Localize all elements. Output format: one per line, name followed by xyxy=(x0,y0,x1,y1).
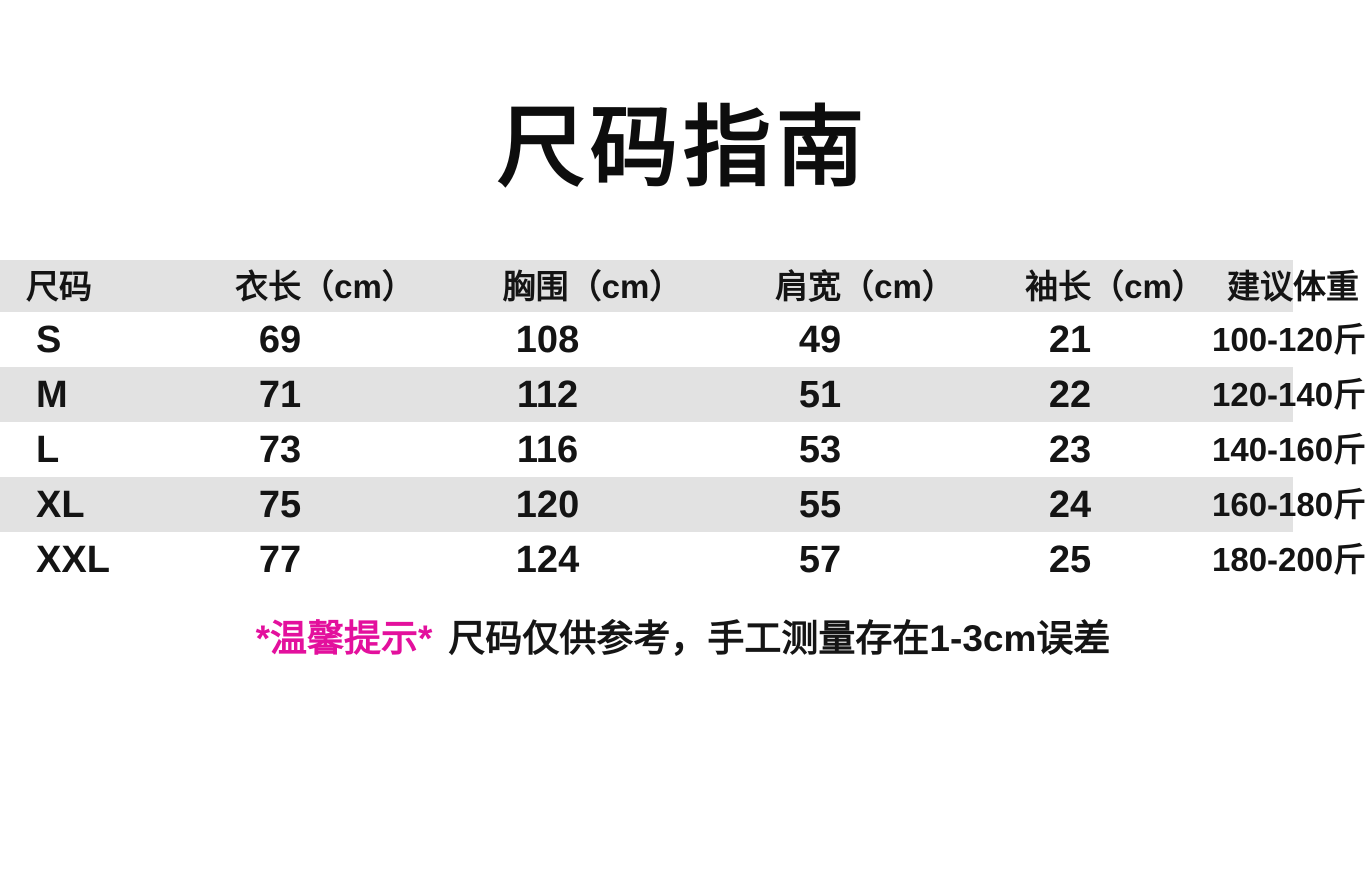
shoulder-cell: 57 xyxy=(798,538,842,581)
footnote-highlight: *温馨提示* xyxy=(255,618,433,659)
size-cell: XL xyxy=(36,483,85,526)
size-guide-page: 尺码指南 尺码 衣长（cm） 胸围（cm） 肩宽（cm） 袖长（cm） 建议体重… xyxy=(0,104,1366,872)
shoulder-cell: 49 xyxy=(798,318,842,361)
length-cell: 71 xyxy=(258,373,302,416)
weight-cell: 140-160斤 xyxy=(1212,431,1366,468)
length-cell: 73 xyxy=(258,428,302,471)
weight-cell: 180-200斤 xyxy=(1212,541,1366,578)
sleeve-cell: 24 xyxy=(1048,483,1092,526)
weight-cell: 120-140斤 xyxy=(1212,376,1366,413)
column-header-length: 衣长（cm） xyxy=(235,267,415,305)
table-row-s: S 69 108 49 21 100-120斤 xyxy=(0,312,1366,367)
size-cell: S xyxy=(36,318,62,361)
chest-cell: 124 xyxy=(515,538,580,581)
chest-cell: 108 xyxy=(515,318,580,361)
chest-cell: 112 xyxy=(516,373,579,416)
weight-cell: 100-120斤 xyxy=(1212,321,1366,358)
size-cell: XXL xyxy=(36,538,110,581)
column-header-size: 尺码 xyxy=(26,267,92,305)
size-cell: L xyxy=(36,428,60,471)
chest-cell: 116 xyxy=(516,428,579,471)
shoulder-cell: 53 xyxy=(798,428,842,471)
table-header-row: 尺码 衣长（cm） 胸围（cm） 肩宽（cm） 袖长（cm） 建议体重 xyxy=(0,260,1366,312)
length-cell: 77 xyxy=(258,538,302,581)
table-row-xxl: XXL 77 124 57 25 180-200斤 xyxy=(0,532,1366,587)
column-header-sleeve: 袖长（cm） xyxy=(1025,267,1205,305)
sleeve-cell: 25 xyxy=(1048,538,1092,581)
chest-cell: 120 xyxy=(515,483,580,526)
column-header-shoulder: 肩宽（cm） xyxy=(775,267,955,305)
size-table: 尺码 衣长（cm） 胸围（cm） 肩宽（cm） 袖长（cm） 建议体重 S 69… xyxy=(0,260,1366,587)
shoulder-cell: 55 xyxy=(798,483,842,526)
column-header-weight: 建议体重 xyxy=(1227,267,1359,305)
size-cell: M xyxy=(36,373,68,416)
column-header-chest: 胸围（cm） xyxy=(502,267,683,305)
footnote: *温馨提示* 尺码仅供参考，手工测量存在1-3cm误差 xyxy=(0,617,1366,661)
table-row-xl: XL 75 120 55 24 160-180斤 xyxy=(0,477,1366,532)
table-row-m: M 71 112 51 22 120-140斤 xyxy=(0,367,1366,422)
footnote-text: 尺码仅供参考，手工测量存在1-3cm误差 xyxy=(448,618,1111,659)
sleeve-cell: 21 xyxy=(1048,318,1092,361)
table-row-l: L 73 116 53 23 140-160斤 xyxy=(0,422,1366,477)
page-title: 尺码指南 xyxy=(496,98,869,197)
sleeve-cell: 23 xyxy=(1048,428,1092,471)
shoulder-cell: 51 xyxy=(798,373,842,416)
weight-cell: 160-180斤 xyxy=(1212,486,1366,523)
length-cell: 69 xyxy=(258,318,302,361)
length-cell: 75 xyxy=(258,483,302,526)
sleeve-cell: 22 xyxy=(1048,373,1092,416)
